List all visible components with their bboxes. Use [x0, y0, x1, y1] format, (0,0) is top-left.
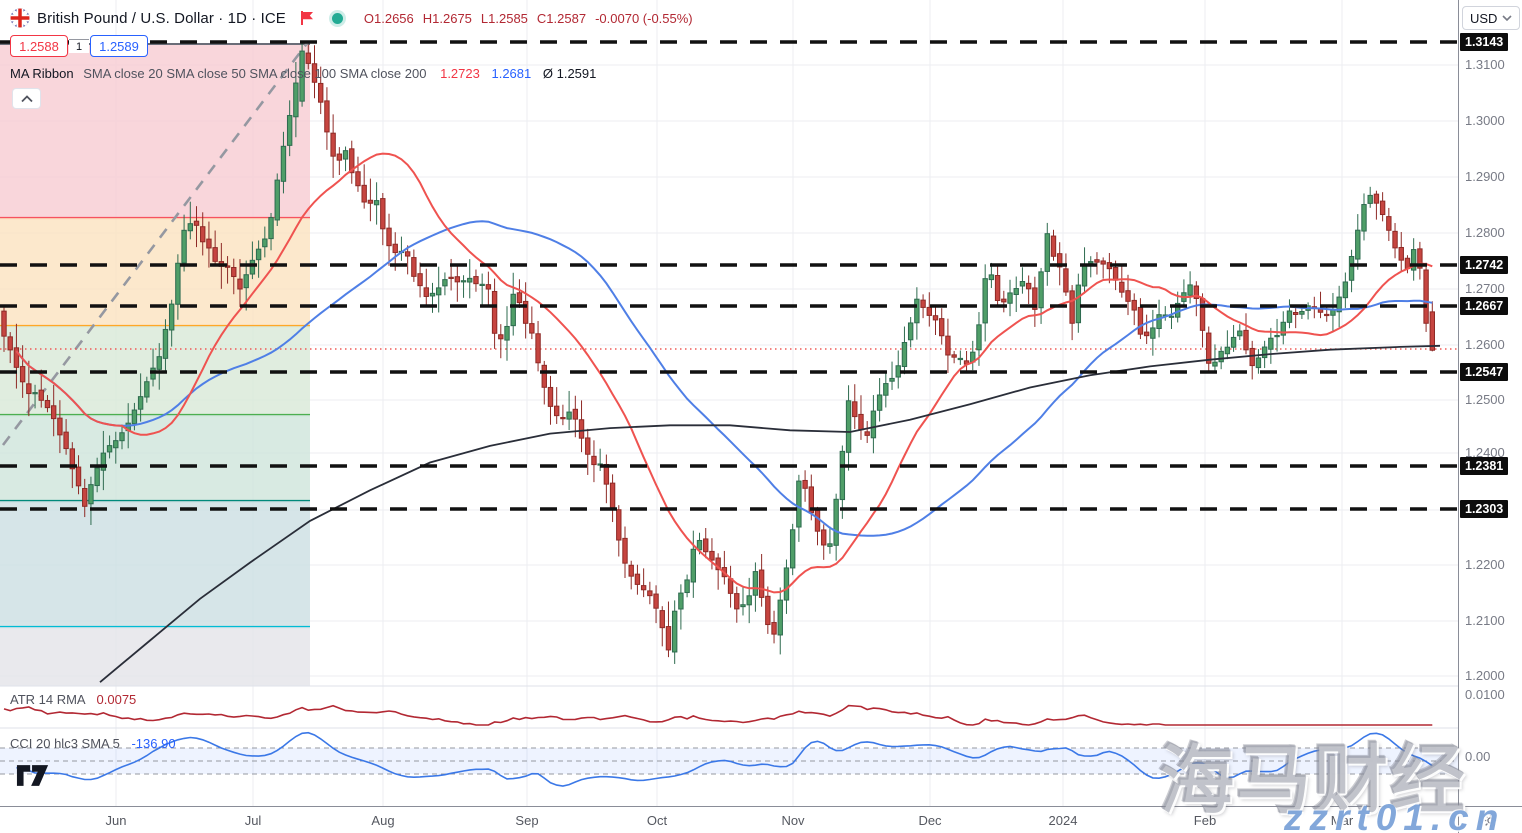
axis-settings-corner[interactable] [1458, 806, 1522, 833]
time-tick-label: Jul [244, 813, 262, 828]
price-tick-label: 0.00 [1465, 749, 1491, 764]
price-tick-label: 1.2800 [1465, 225, 1505, 240]
cci-value: -136.90 [131, 736, 176, 751]
ribbon-average-value: Ø 1.2591 [542, 66, 597, 81]
gear-icon [1483, 813, 1498, 827]
market-status-icon[interactable] [331, 12, 343, 24]
buy-button[interactable]: 1.2589 [90, 35, 148, 57]
diagonal-trendline[interactable] [1, 41, 310, 446]
time-tick-label: Nov [781, 813, 805, 828]
price-tick-label: 1.2000 [1465, 668, 1505, 683]
sma50-value: 1.2681 [491, 66, 532, 81]
ohlc-open: O1.2656 [363, 10, 414, 26]
time-axis[interactable]: Jun Jul Aug Sep Oct Nov Dec 2024 Feb Mar [0, 806, 1458, 833]
cci-indicator-legend[interactable]: CCI 20 hlc3 SMA 5 -136.90 [10, 736, 176, 751]
tradingview-logo[interactable] [16, 764, 50, 792]
indicator-params: SMA close 20 SMA close 50 SMA close 100 … [83, 66, 427, 81]
price-tick-label: 0.0100 [1465, 687, 1505, 702]
key-level-lines[interactable] [0, 40, 1458, 511]
symbol-header: British Pound / U.S. Dollar · 1D · ICE O… [10, 7, 693, 29]
price-tick-label: 1.2400 [1465, 445, 1505, 460]
time-tick-label: Mar [1330, 813, 1354, 828]
ohlc-low: L1.2585 [480, 10, 528, 26]
symbol-title[interactable]: British Pound / U.S. Dollar · 1D · ICE [37, 9, 286, 27]
sma200-line[interactable] [99, 344, 1441, 683]
chevron-down-icon [1502, 15, 1512, 21]
price-axis[interactable]: USD 1.3100 1.3000 1.2900 1.2800 1.2700 1.2600… [1458, 0, 1522, 806]
ohlc-change: -0.0070 (-0.55%) [595, 10, 693, 26]
price-tick-label: 1.3100 [1465, 57, 1505, 72]
cci-line[interactable] [16, 731, 1433, 787]
candlestick-series [1, 41, 1435, 664]
currency-dropdown[interactable]: USD [1462, 6, 1520, 30]
level-price-label: 1.2381 [1460, 457, 1509, 475]
instant-trading-panel: 1.2588 1 1.2589 [10, 35, 148, 57]
sma50-line[interactable] [15, 220, 1433, 537]
price-tick-label: 1.2600 [1465, 337, 1505, 352]
time-tick-label: Oct [646, 813, 668, 828]
chevron-up-icon [20, 94, 33, 102]
pivot-zones-overlay [0, 43, 310, 686]
time-tick-label: Jun [105, 813, 127, 828]
flag-bookmark-icon[interactable] [299, 10, 315, 26]
time-tick-label: 2024 [1048, 813, 1078, 828]
ohlc-readout: O1.2656 H1.2675 L1.2585 C1.2587 -0.0070 … [364, 11, 693, 26]
ma-ribbon-legend[interactable]: MA Ribbon SMA close 20 SMA close 50 SMA … [10, 66, 596, 81]
time-tick-label: Aug [371, 813, 395, 828]
indicator-title: MA Ribbon [10, 66, 74, 81]
price-tick-label: 1.3000 [1465, 113, 1505, 128]
cci-title: CCI 20 hlc3 SMA 5 [10, 736, 120, 751]
price-tick-label: 1.2200 [1465, 557, 1505, 572]
spread-value: 1 [69, 39, 89, 53]
time-tick-label: Feb [1193, 813, 1217, 828]
atr-value: 0.0075 [96, 692, 137, 707]
time-tick-label: Dec [918, 813, 942, 828]
sell-button[interactable]: 1.2588 [10, 35, 68, 57]
price-tick-label: 1.2900 [1465, 169, 1505, 184]
time-tick-label: Sep [515, 813, 539, 828]
ohlc-high: H1.2675 [422, 10, 472, 26]
price-tick-label: 1.2100 [1465, 613, 1505, 628]
atr-title: ATR 14 RMA [10, 692, 85, 707]
level-price-label: 1.2303 [1460, 500, 1509, 518]
currency-label: USD [1470, 10, 1498, 26]
sma20-line[interactable] [15, 152, 1433, 594]
collapse-legend-button[interactable] [12, 88, 41, 109]
sma20-value: 1.2723 [440, 66, 480, 81]
gbp-flag-icon [10, 8, 30, 28]
level-price-label: 1.2547 [1460, 363, 1509, 381]
price-tick-label: 1.2500 [1465, 392, 1505, 407]
price-tick-label: 1.2700 [1465, 281, 1505, 296]
level-price-label: 1.3143 [1460, 33, 1509, 51]
atr-indicator-legend[interactable]: ATR 14 RMA 0.0075 [10, 692, 136, 707]
level-price-label: 1.2667 [1460, 297, 1509, 315]
level-price-label: 1.2742 [1460, 256, 1509, 274]
atr-line[interactable] [3, 704, 1433, 726]
ohlc-close: C1.2587 [536, 10, 587, 26]
